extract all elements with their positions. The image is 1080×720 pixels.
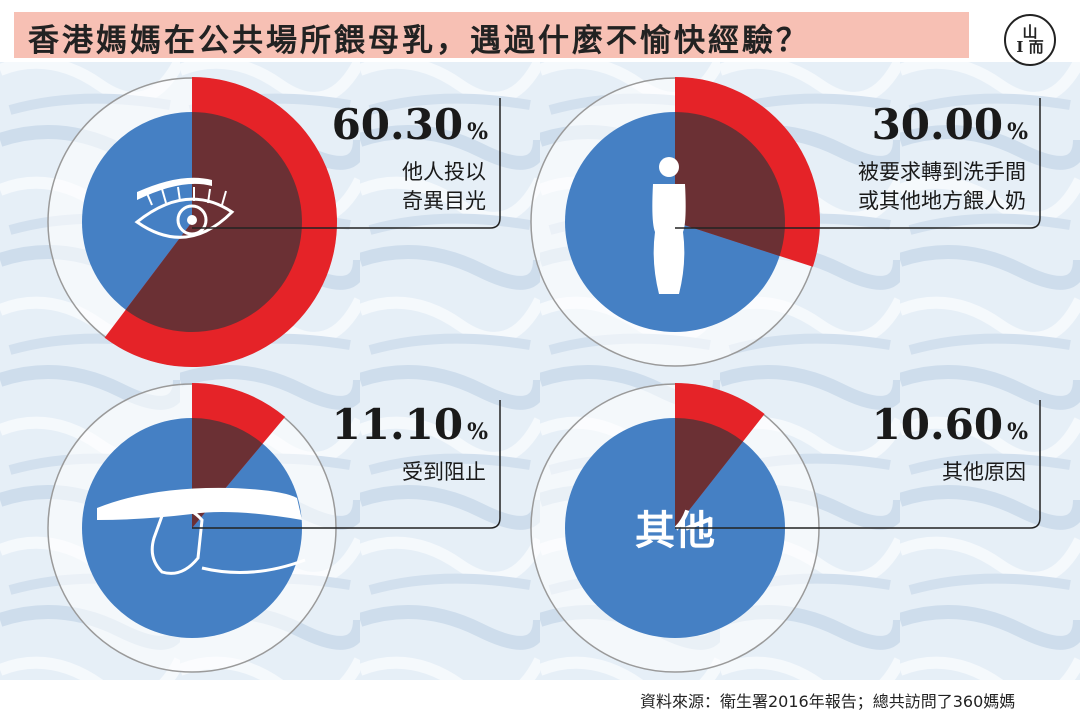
percent-symbol-1: % [467,119,488,145]
center-label: 其他 [635,507,715,554]
percent-label-1: 60.30% [332,100,488,149]
logo-line-1: 山 [1022,23,1038,41]
description-1: 他人投以 奇異目光 [402,158,486,216]
percent-symbol-2: % [1007,119,1028,145]
chart-title: 香港媽媽在公共場所餵母乳，遇過什麼不愉快經驗？ [28,23,810,59]
percent-value-4: 10.60 [871,400,1004,449]
pie-chart-1 [47,77,501,367]
percent-label-2: 30.00% [872,100,1028,149]
desc-2-line-1: 被要求轉到洗手間 [858,160,1026,184]
logo-line-2: I 而 [1016,38,1044,56]
person-icon [652,157,686,294]
pointer-line [675,98,1041,229]
pie-chart-4: 其他 [530,383,1041,673]
description-2: 被要求轉到洗手間 或其他地方餵人奶 [858,158,1026,216]
stop-hand-icon [97,487,306,575]
desc-4-line-1: 其他原因 [942,460,1026,484]
pie-chart-2 [530,77,1041,367]
percent-symbol-3: % [467,419,488,445]
eye-icon [134,177,235,239]
desc-3-line-1: 受到阻止 [402,460,486,484]
percent-symbol-4: % [1007,419,1028,445]
slice-overlap [675,418,743,528]
other-text: 其他 [635,507,715,554]
slice-overlap [125,112,302,332]
pointer-line [192,400,501,529]
title-highlight [14,12,969,58]
description-3: 受到阻止 [402,458,486,487]
desc-2-line-2: 或其他地方餵人奶 [858,189,1026,213]
desc-1-line-2: 奇異目光 [402,189,486,213]
percent-value-1: 60.30 [331,100,464,149]
pointer-line [192,98,501,229]
percent-label-4: 10.60% [872,400,1028,449]
percent-value-3: 11.10 [331,400,464,449]
desc-1-line-1: 他人投以 [402,160,486,184]
slice-overlap [675,112,785,256]
percent-value-2: 30.00 [871,100,1004,149]
pie-chart-3 [47,383,501,673]
source-note: 資料來源：衛生署2016年報告；總共訪問了360媽媽 [640,692,1016,711]
description-4: 其他原因 [942,458,1026,487]
pointer-line [675,400,1041,529]
percent-label-3: 11.10% [332,400,488,449]
